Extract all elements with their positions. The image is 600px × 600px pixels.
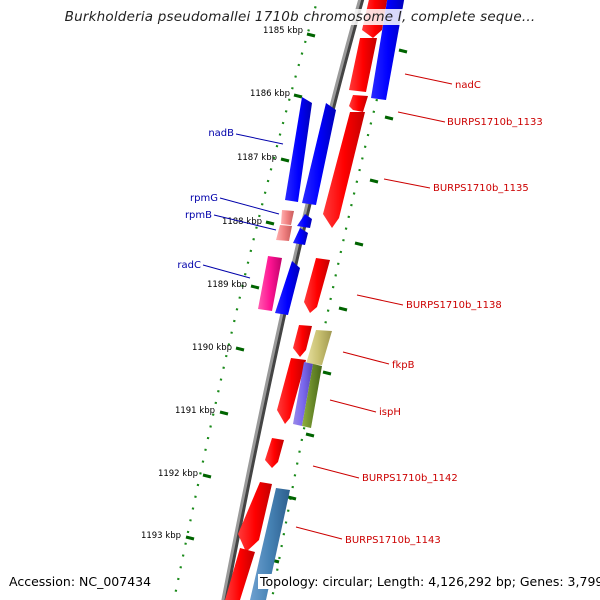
leader-lines (202, 73, 453, 540)
leader-line (213, 214, 277, 231)
tick-mark (306, 32, 316, 38)
gene-arrow-BURPS1710b_1143[interactable] (238, 482, 272, 552)
gene-arrow-rpmB-blue[interactable] (293, 228, 308, 245)
tick-mark (287, 495, 297, 501)
gene-label-radC[interactable]: radC (177, 260, 201, 271)
leader-line (342, 351, 390, 365)
tick-marks (185, 32, 316, 541)
tick-mark (338, 306, 348, 312)
tick-label: 1187 kbp (237, 153, 277, 163)
reverse-strand-genes (258, 97, 336, 315)
leader-line (404, 73, 453, 85)
leader-line (356, 294, 404, 306)
gene-arrow-steel[interactable] (250, 488, 290, 600)
gene-arrow-nadB-2[interactable] (302, 103, 336, 205)
tick-mark (384, 115, 394, 121)
leader-line (202, 264, 251, 279)
tick-mark (185, 535, 195, 541)
tick-mark (219, 410, 229, 416)
outer-tick-marks (270, 48, 408, 564)
leader-line (329, 399, 377, 413)
gene-label-ispH[interactable]: ispH (379, 407, 401, 418)
gene-arrow-nadB[interactable] (285, 97, 312, 202)
gene-label-BURPS1710b_1135[interactable]: BURPS1710b_1135 (433, 183, 529, 194)
gene-arrow-BURPS1710b_1142[interactable] (265, 438, 284, 468)
gene-arrow-nadC-tip[interactable] (349, 95, 368, 112)
leader-line (383, 178, 431, 189)
tick-label: 1193 kbp (141, 531, 181, 541)
gene-arrow-radC-blue[interactable] (275, 261, 300, 315)
backbone-shadow (222, 0, 365, 600)
tick-mark (354, 241, 364, 247)
tick-mark (235, 346, 245, 352)
tick-label: 1186 kbp (250, 89, 290, 99)
tick-label: 1185 kbp (263, 26, 303, 36)
leader-line (219, 197, 280, 215)
leader-line (397, 111, 446, 123)
tick-mark (293, 93, 303, 99)
tick-mark (369, 178, 379, 184)
gene-arrow-radC[interactable] (258, 256, 282, 311)
leader-line (295, 526, 343, 540)
leader-line (235, 133, 284, 145)
gene-arrow-ispH[interactable] (302, 364, 322, 428)
gene-label-BURPS1710b_1138[interactable]: BURPS1710b_1138 (406, 300, 502, 311)
gene-arrow-rpmB[interactable] (276, 225, 292, 241)
gene-label-rpmB[interactable]: rpmB (185, 210, 212, 221)
tick-labels: 1185 kbp 1186 kbp 1187 kbp 1188 kbp 1189… (141, 26, 303, 541)
topology-label: Topology: circular; Length: 4,126,292 bp… (258, 574, 600, 589)
gene-label-BURPS1710b_1133[interactable]: BURPS1710b_1133 (447, 117, 543, 128)
gene-label-BURPS1710b_1143[interactable]: BURPS1710b_1143 (345, 535, 441, 546)
gene-arrow-bottom[interactable] (225, 548, 255, 600)
gene-arrow-rpmG-blue[interactable] (297, 214, 312, 228)
gene-arrow-BURPS1710b_1140a[interactable] (293, 325, 312, 357)
gene-arrow-BURPS1710b_1138[interactable] (304, 258, 330, 313)
gene-arrow-nadC[interactable] (349, 38, 377, 92)
gene-arrow-rpmG[interactable] (281, 210, 294, 225)
tick-mark (250, 284, 260, 290)
inner-scale-ring (172, 0, 319, 600)
tick-mark (305, 432, 315, 438)
tick-mark (265, 220, 275, 226)
tick-mark (202, 473, 212, 479)
accession-label: Accession: NC_007434 (7, 574, 154, 589)
gene-arrow-fkpB[interactable] (306, 330, 332, 365)
gene-label-BURPS1710b_1142[interactable]: BURPS1710b_1142 (362, 473, 458, 484)
leader-line (312, 465, 360, 479)
tick-mark (322, 370, 332, 376)
map-title: Burkholderia pseudomallei 1710b chromoso… (0, 9, 600, 25)
tick-label: 1192 kbp (158, 469, 198, 479)
gene-label-nadB[interactable]: nadB (208, 128, 234, 139)
gene-arrow-BURPS1710b_1133[interactable] (323, 112, 365, 228)
gene-arrow-top-blue[interactable] (371, 0, 405, 100)
gene-arrow-ispH-slate[interactable] (293, 362, 313, 426)
gene-label-rpmG[interactable]: rpmG (190, 193, 218, 204)
tick-mark (398, 48, 408, 54)
tick-label: 1190 kbp (192, 343, 232, 353)
tick-mark (280, 157, 290, 163)
gene-label-nadC[interactable]: nadC (455, 80, 481, 91)
tick-label: 1191 kbp (175, 406, 215, 416)
outer-scale-ring (270, 0, 405, 600)
gene-arrow-BURPS1710b_1140b[interactable] (277, 358, 306, 424)
gene-labels: nadC BURPS1710b_1133 BURPS1710b_1135 BUR… (177, 80, 542, 546)
tick-label: 1189 kbp (207, 280, 247, 290)
gene-label-fkpB[interactable]: fkpB (392, 360, 415, 371)
